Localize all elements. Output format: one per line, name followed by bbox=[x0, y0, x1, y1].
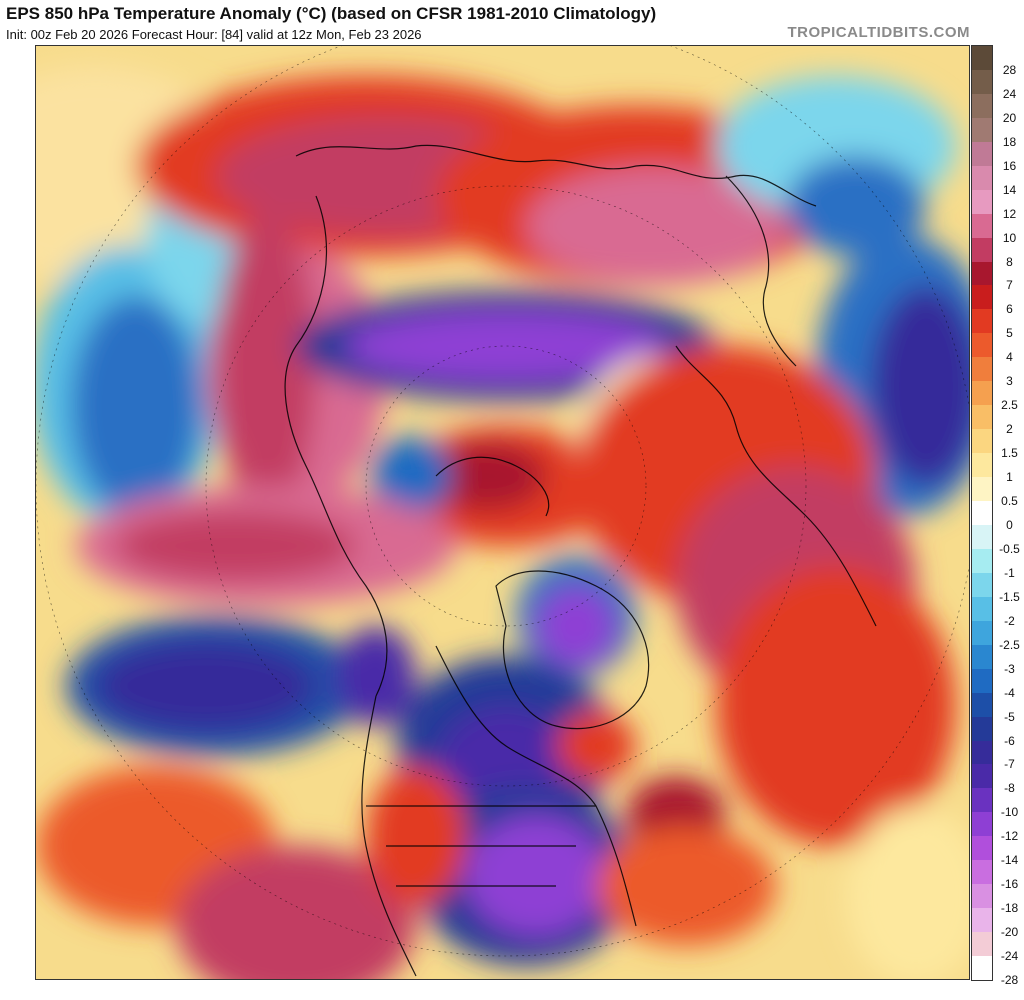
colorbar-swatch bbox=[972, 69, 992, 95]
colorbar-label: -16 bbox=[1000, 877, 1019, 892]
colorbar bbox=[971, 45, 993, 981]
colorbar-swatch bbox=[972, 860, 992, 885]
colorbar-label: 1.5 bbox=[1001, 446, 1018, 461]
colorbar-swatch bbox=[972, 812, 992, 837]
colorbar-label: -3 bbox=[1004, 661, 1015, 676]
colorbar-swatch bbox=[972, 261, 992, 286]
anomaly-field bbox=[36, 66, 969, 979]
colorbar-swatch bbox=[972, 117, 992, 143]
colorbar-label: 7 bbox=[1006, 278, 1013, 293]
colorbar-swatch bbox=[972, 884, 992, 909]
colorbar-swatch bbox=[972, 453, 992, 478]
colorbar-label: 16 bbox=[1002, 158, 1017, 173]
colorbar-label: 3 bbox=[1006, 374, 1013, 389]
colorbar-label: -18 bbox=[1000, 901, 1019, 916]
coastlines bbox=[284, 144, 877, 977]
colorbar-swatch bbox=[972, 908, 992, 933]
colorbar-swatch bbox=[972, 692, 992, 718]
colorbar-swatch bbox=[972, 46, 992, 71]
colorbar-label: 24 bbox=[1002, 86, 1017, 101]
colorbar-swatch bbox=[972, 644, 992, 670]
colorbar-label: -4 bbox=[1004, 685, 1015, 700]
colorbar-label: 0.5 bbox=[1001, 494, 1018, 509]
colorbar-label: -0.5 bbox=[999, 541, 1020, 556]
colorbar-label: -7 bbox=[1004, 757, 1015, 772]
colorbar-swatch bbox=[972, 309, 992, 334]
forecast-info: Init: 00z Feb 20 2026 Forecast Hour: [84… bbox=[6, 27, 422, 42]
colorbar-label: -20 bbox=[1000, 925, 1019, 940]
colorbar-label: -6 bbox=[1004, 733, 1015, 748]
colorbar-label: 2 bbox=[1006, 422, 1013, 437]
colorbar-swatch bbox=[972, 237, 992, 263]
colorbar-swatch bbox=[972, 740, 992, 765]
colorbar-label: 8 bbox=[1006, 254, 1013, 269]
colorbar-swatch bbox=[972, 405, 992, 430]
colorbar-label: -2.5 bbox=[999, 637, 1020, 652]
colorbar-swatch bbox=[972, 477, 992, 502]
chart-title: EPS 850 hPa Temperature Anomaly (°C) (ba… bbox=[6, 4, 657, 23]
colorbar-swatch bbox=[972, 620, 992, 646]
colorbar-label: 12 bbox=[1002, 206, 1017, 221]
colorbar-label: 4 bbox=[1006, 350, 1013, 365]
colorbar-swatch bbox=[972, 764, 992, 789]
colorbar-swatch bbox=[972, 357, 992, 382]
colorbar-label: -1 bbox=[1004, 565, 1015, 580]
anomaly-map bbox=[35, 45, 970, 980]
colorbar-swatch bbox=[972, 548, 992, 574]
colorbar-label: -12 bbox=[1000, 829, 1019, 844]
colorbar-swatch bbox=[972, 285, 992, 310]
colorbar-swatch bbox=[972, 213, 992, 239]
colorbar-swatch bbox=[972, 956, 992, 981]
source-credit: TROPICALTIDBITS.COM bbox=[787, 24, 970, 41]
colorbar-label: 20 bbox=[1002, 110, 1017, 125]
colorbar-label: -5 bbox=[1004, 709, 1015, 724]
colorbar-label: 28 bbox=[1002, 62, 1017, 77]
colorbar-swatch bbox=[972, 668, 992, 694]
colorbar-swatch bbox=[972, 788, 992, 813]
colorbar-swatch bbox=[972, 189, 992, 215]
colorbar-swatch bbox=[972, 716, 992, 741]
colorbar-swatch bbox=[972, 165, 992, 191]
colorbar-label: -14 bbox=[1000, 853, 1019, 868]
colorbar-swatch bbox=[972, 429, 992, 454]
colorbar-swatch bbox=[972, 93, 992, 119]
colorbar-swatch bbox=[972, 596, 992, 622]
colorbar-label: 1 bbox=[1006, 470, 1013, 485]
colorbar-label: -2 bbox=[1004, 613, 1015, 628]
colorbar-label: 14 bbox=[1002, 182, 1017, 197]
colorbar-label: -8 bbox=[1004, 781, 1015, 796]
colorbar-swatch bbox=[972, 572, 992, 598]
colorbar-label: 2.5 bbox=[1001, 398, 1018, 413]
colorbar-label: 0 bbox=[1006, 517, 1013, 532]
colorbar-swatch bbox=[972, 333, 992, 358]
colorbar-label: -1.5 bbox=[999, 589, 1020, 604]
colorbar-label: -24 bbox=[1000, 949, 1019, 964]
colorbar-swatch bbox=[972, 381, 992, 406]
latitude-circles bbox=[36, 46, 969, 957]
colorbar-swatch bbox=[972, 141, 992, 167]
colorbar-swatch bbox=[972, 524, 992, 550]
colorbar-label: 6 bbox=[1006, 302, 1013, 317]
colorbar-swatch bbox=[972, 836, 992, 861]
colorbar-swatch bbox=[972, 501, 992, 526]
colorbar-label: -10 bbox=[1000, 805, 1019, 820]
colorbar-swatch bbox=[972, 932, 992, 957]
map-canvas bbox=[36, 46, 969, 979]
colorbar-label: 18 bbox=[1002, 134, 1017, 149]
colorbar-label: 10 bbox=[1002, 230, 1017, 245]
colorbar-label: -28 bbox=[1000, 973, 1019, 987]
colorbar-label: 5 bbox=[1006, 326, 1013, 341]
